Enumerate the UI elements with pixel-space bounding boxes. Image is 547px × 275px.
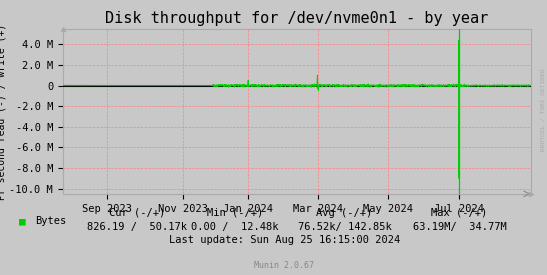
Text: 63.19M/  34.77M: 63.19M/ 34.77M [412, 222, 507, 232]
Text: Last update: Sun Aug 25 16:15:00 2024: Last update: Sun Aug 25 16:15:00 2024 [169, 235, 400, 245]
Text: 0.00 /  12.48k: 0.00 / 12.48k [191, 222, 279, 232]
Text: Cur (-/+): Cur (-/+) [109, 208, 165, 218]
Text: Min (-/+): Min (-/+) [207, 208, 263, 218]
Text: 826.19 /  50.17k: 826.19 / 50.17k [87, 222, 187, 232]
Text: Bytes: Bytes [36, 216, 67, 226]
Text: Avg (-/+): Avg (-/+) [317, 208, 373, 218]
Text: Munin 2.0.67: Munin 2.0.67 [254, 261, 315, 270]
Text: RRDTOOL / TOBI OETIKER: RRDTOOL / TOBI OETIKER [541, 69, 546, 151]
Title: Disk throughput for /dev/nvme0n1 - by year: Disk throughput for /dev/nvme0n1 - by ye… [105, 11, 488, 26]
Text: Max (-/+): Max (-/+) [432, 208, 487, 218]
Y-axis label: Pr second read (-) / write (+): Pr second read (-) / write (+) [0, 23, 7, 199]
Text: 76.52k/ 142.85k: 76.52k/ 142.85k [298, 222, 392, 232]
Text: ■: ■ [19, 216, 26, 226]
